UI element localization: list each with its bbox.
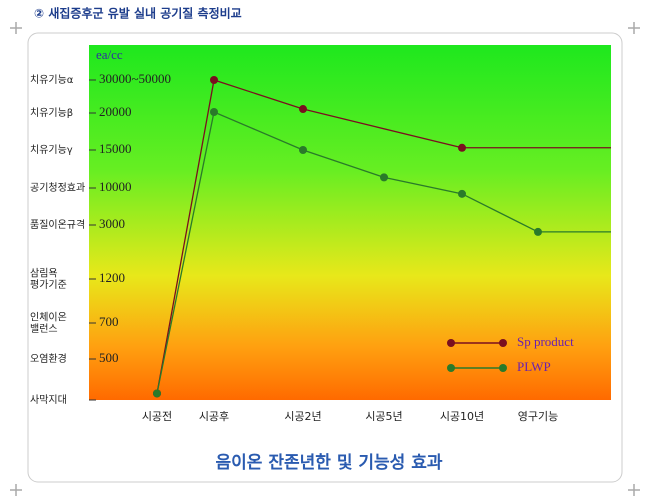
y-level-name: 공기청정효과: [30, 182, 85, 194]
y-unit: ea/cc: [96, 47, 123, 62]
y-tick-label: 700: [99, 314, 119, 329]
y-level-name: 삼림욕 평가기준: [30, 268, 67, 292]
point: [299, 146, 307, 154]
y-tick-label: 20000: [99, 104, 132, 119]
header: ② 새집증후군 유발 실내 공기질 측정비교: [34, 6, 242, 21]
legend-label: Sp product: [517, 334, 574, 349]
y-level-name: 치유기능α: [30, 74, 74, 86]
point: [210, 108, 218, 117]
y-tick-label: 15000: [99, 141, 132, 156]
y-level-name: 인체이온 밸런스: [30, 312, 67, 336]
y-level-name: 치유기능γ: [30, 144, 73, 156]
series-line: [156, 79, 463, 394]
legend-dot: [447, 339, 455, 347]
point: [458, 189, 466, 198]
legend-dot: [499, 364, 507, 372]
x-tick-label: 영구기능: [518, 410, 558, 423]
point: [458, 143, 466, 152]
x-tick-label: 시공전: [142, 410, 172, 423]
y-tick-label: 3000: [99, 216, 125, 231]
corner-marks: [10, 22, 640, 496]
panel-border: [27, 32, 623, 483]
point: [299, 105, 307, 114]
point: [534, 227, 542, 236]
y-tick-label: 30000~50000: [99, 71, 171, 86]
y-tick-label: 1200: [99, 270, 125, 285]
legend-dot: [499, 339, 507, 347]
y-level-name: 사막지대: [30, 394, 67, 406]
point: [380, 173, 388, 182]
legend-dot: [447, 364, 455, 372]
x-tick-label: 시공5년: [365, 410, 402, 423]
y-tick-label: 500: [99, 350, 119, 365]
x-tick-label: 시공10년: [440, 410, 484, 423]
x-tick-label: 시공후: [199, 410, 229, 423]
y-level-name: 오염환경: [30, 352, 67, 365]
x-tick-label: 시공2년: [284, 410, 321, 423]
y-tick-label: 10000: [99, 179, 132, 194]
series-line: [156, 111, 539, 394]
legend-label: PLWP: [517, 359, 551, 374]
point: [210, 76, 218, 84]
chart-title: 음이온 잔존년한 및 기능성 효과: [216, 453, 443, 473]
y-level-name: 품질이온규격: [30, 218, 85, 231]
point: [153, 389, 161, 398]
plot-area: [89, 45, 611, 400]
y-level-name: 치유기능β: [30, 107, 73, 119]
